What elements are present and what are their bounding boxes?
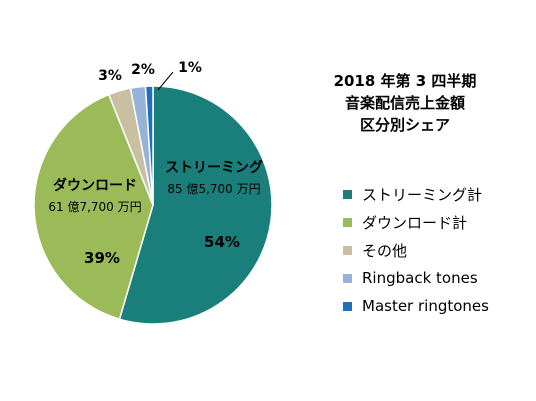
legend-swatch-ringback-tones	[343, 273, 352, 283]
percent-label-master-ringtones: 1%	[178, 60, 202, 76]
master-ringtones-leader-line	[157, 71, 174, 91]
legend-item-ringback-tones: Ringback tones	[343, 264, 489, 292]
legend-item-download: ダウンロード計	[343, 208, 489, 236]
legend: ストリーミング計 ダウンロード計 その他 Ringback tones Mast…	[343, 180, 489, 320]
chart-title-line-1: 2018 年第 3 四半期	[333, 72, 477, 90]
pie-slice-streaming	[118, 85, 273, 325]
legend-swatch-master-ringtones	[343, 301, 352, 311]
percent-label-ringback-tones: 2%	[131, 62, 155, 78]
legend-label-other: その他	[362, 241, 408, 260]
slice-sublabel-download: 61 億7,700 万円	[48, 200, 141, 214]
pie-slice-download	[33, 93, 154, 321]
legend-item-other: その他	[343, 236, 489, 264]
legend-label-ringback-tones: Ringback tones	[362, 269, 478, 287]
legend-item-master-ringtones: Master ringtones	[343, 292, 489, 320]
chart-title-line-3: 区分別シェア	[359, 116, 450, 134]
pie-slices	[33, 85, 273, 325]
chart-title: 2018 年第 3 四半期 音楽配信売上金額 区分別シェア	[300, 70, 510, 136]
slice-label-streaming: ストリーミング	[165, 159, 263, 176]
legend-label-download: ダウンロード計	[362, 213, 468, 232]
percent-label-download: 39%	[84, 249, 120, 267]
legend-item-streaming: ストリーミング計	[343, 180, 489, 208]
pie-labels: 54% 39% 3% 2% 1% ストリーミング 85 億5,700 万円 ダウンロード 61 …	[48, 60, 263, 267]
percent-label-streaming: 54%	[204, 233, 240, 251]
chart-title-line-2: 音楽配信売上金額	[344, 94, 465, 112]
legend-swatch-other	[343, 245, 352, 255]
slice-label-download: ダウンロード	[53, 177, 137, 194]
legend-swatch-streaming	[343, 189, 352, 199]
legend-label-master-ringtones: Master ringtones	[362, 297, 489, 315]
pie-slice-master-ringtones	[144, 85, 154, 206]
legend-swatch-download	[343, 217, 352, 227]
percent-label-other: 3%	[98, 68, 122, 84]
legend-label-streaming: ストリーミング計	[362, 185, 483, 204]
slice-sublabel-streaming: 85 億5,700 万円	[167, 182, 260, 196]
